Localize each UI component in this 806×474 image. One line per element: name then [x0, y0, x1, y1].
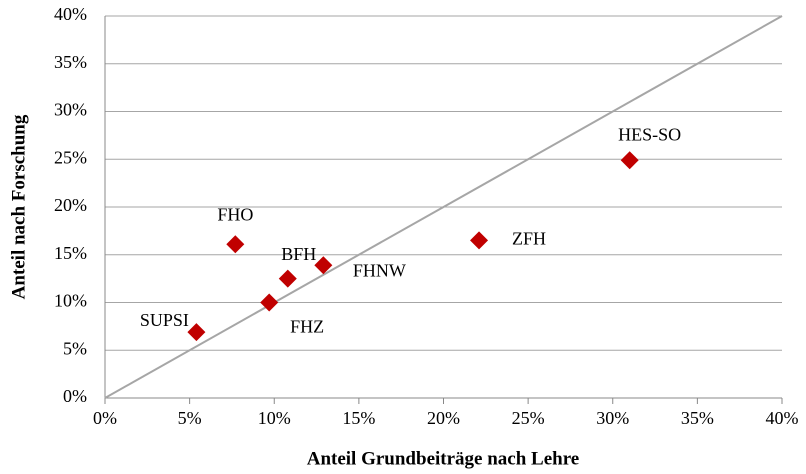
- y-tick-label: 30%: [54, 100, 87, 120]
- y-tick-label: 10%: [54, 291, 87, 311]
- x-axis-title: Anteil Grundbeiträge nach Lehre: [307, 448, 580, 469]
- y-tick-label: 40%: [54, 4, 87, 24]
- y-tick-label: 15%: [54, 243, 87, 263]
- x-tick-label: 40%: [766, 408, 799, 428]
- y-tick-label: 25%: [54, 147, 87, 167]
- diagonal: [104, 15, 783, 399]
- x-tick-label: 15%: [342, 408, 375, 428]
- point-label: FHNW: [353, 260, 406, 280]
- y-tick-label: 5%: [63, 338, 87, 358]
- point-label: FHO: [217, 204, 253, 224]
- x-tick-label: 10%: [258, 408, 291, 428]
- y-tick-label: 0%: [63, 386, 87, 406]
- point: [187, 323, 206, 342]
- x-tick-label: 5%: [178, 408, 202, 428]
- x-tick-label: 25%: [512, 408, 545, 428]
- y-tick-label: 35%: [54, 52, 87, 72]
- point: [226, 235, 245, 254]
- x-tick-label: 30%: [596, 408, 629, 428]
- point-label: SUPSI: [140, 310, 189, 330]
- x-tick-label: 35%: [681, 408, 714, 428]
- y-axis-title: Anteil nach Forschung: [8, 114, 29, 299]
- point-label: ZFH: [512, 229, 546, 249]
- y-tick-label: 20%: [54, 195, 87, 215]
- point: [260, 293, 279, 312]
- point: [314, 256, 333, 275]
- point-label: HES-SO: [618, 124, 681, 144]
- point: [470, 231, 489, 250]
- point-label: BFH: [281, 244, 316, 264]
- point: [620, 151, 639, 170]
- point-label: FHZ: [290, 317, 324, 337]
- point: [278, 269, 297, 288]
- x-tick-label: 20%: [427, 408, 460, 428]
- x-tick-label: 0%: [93, 408, 117, 428]
